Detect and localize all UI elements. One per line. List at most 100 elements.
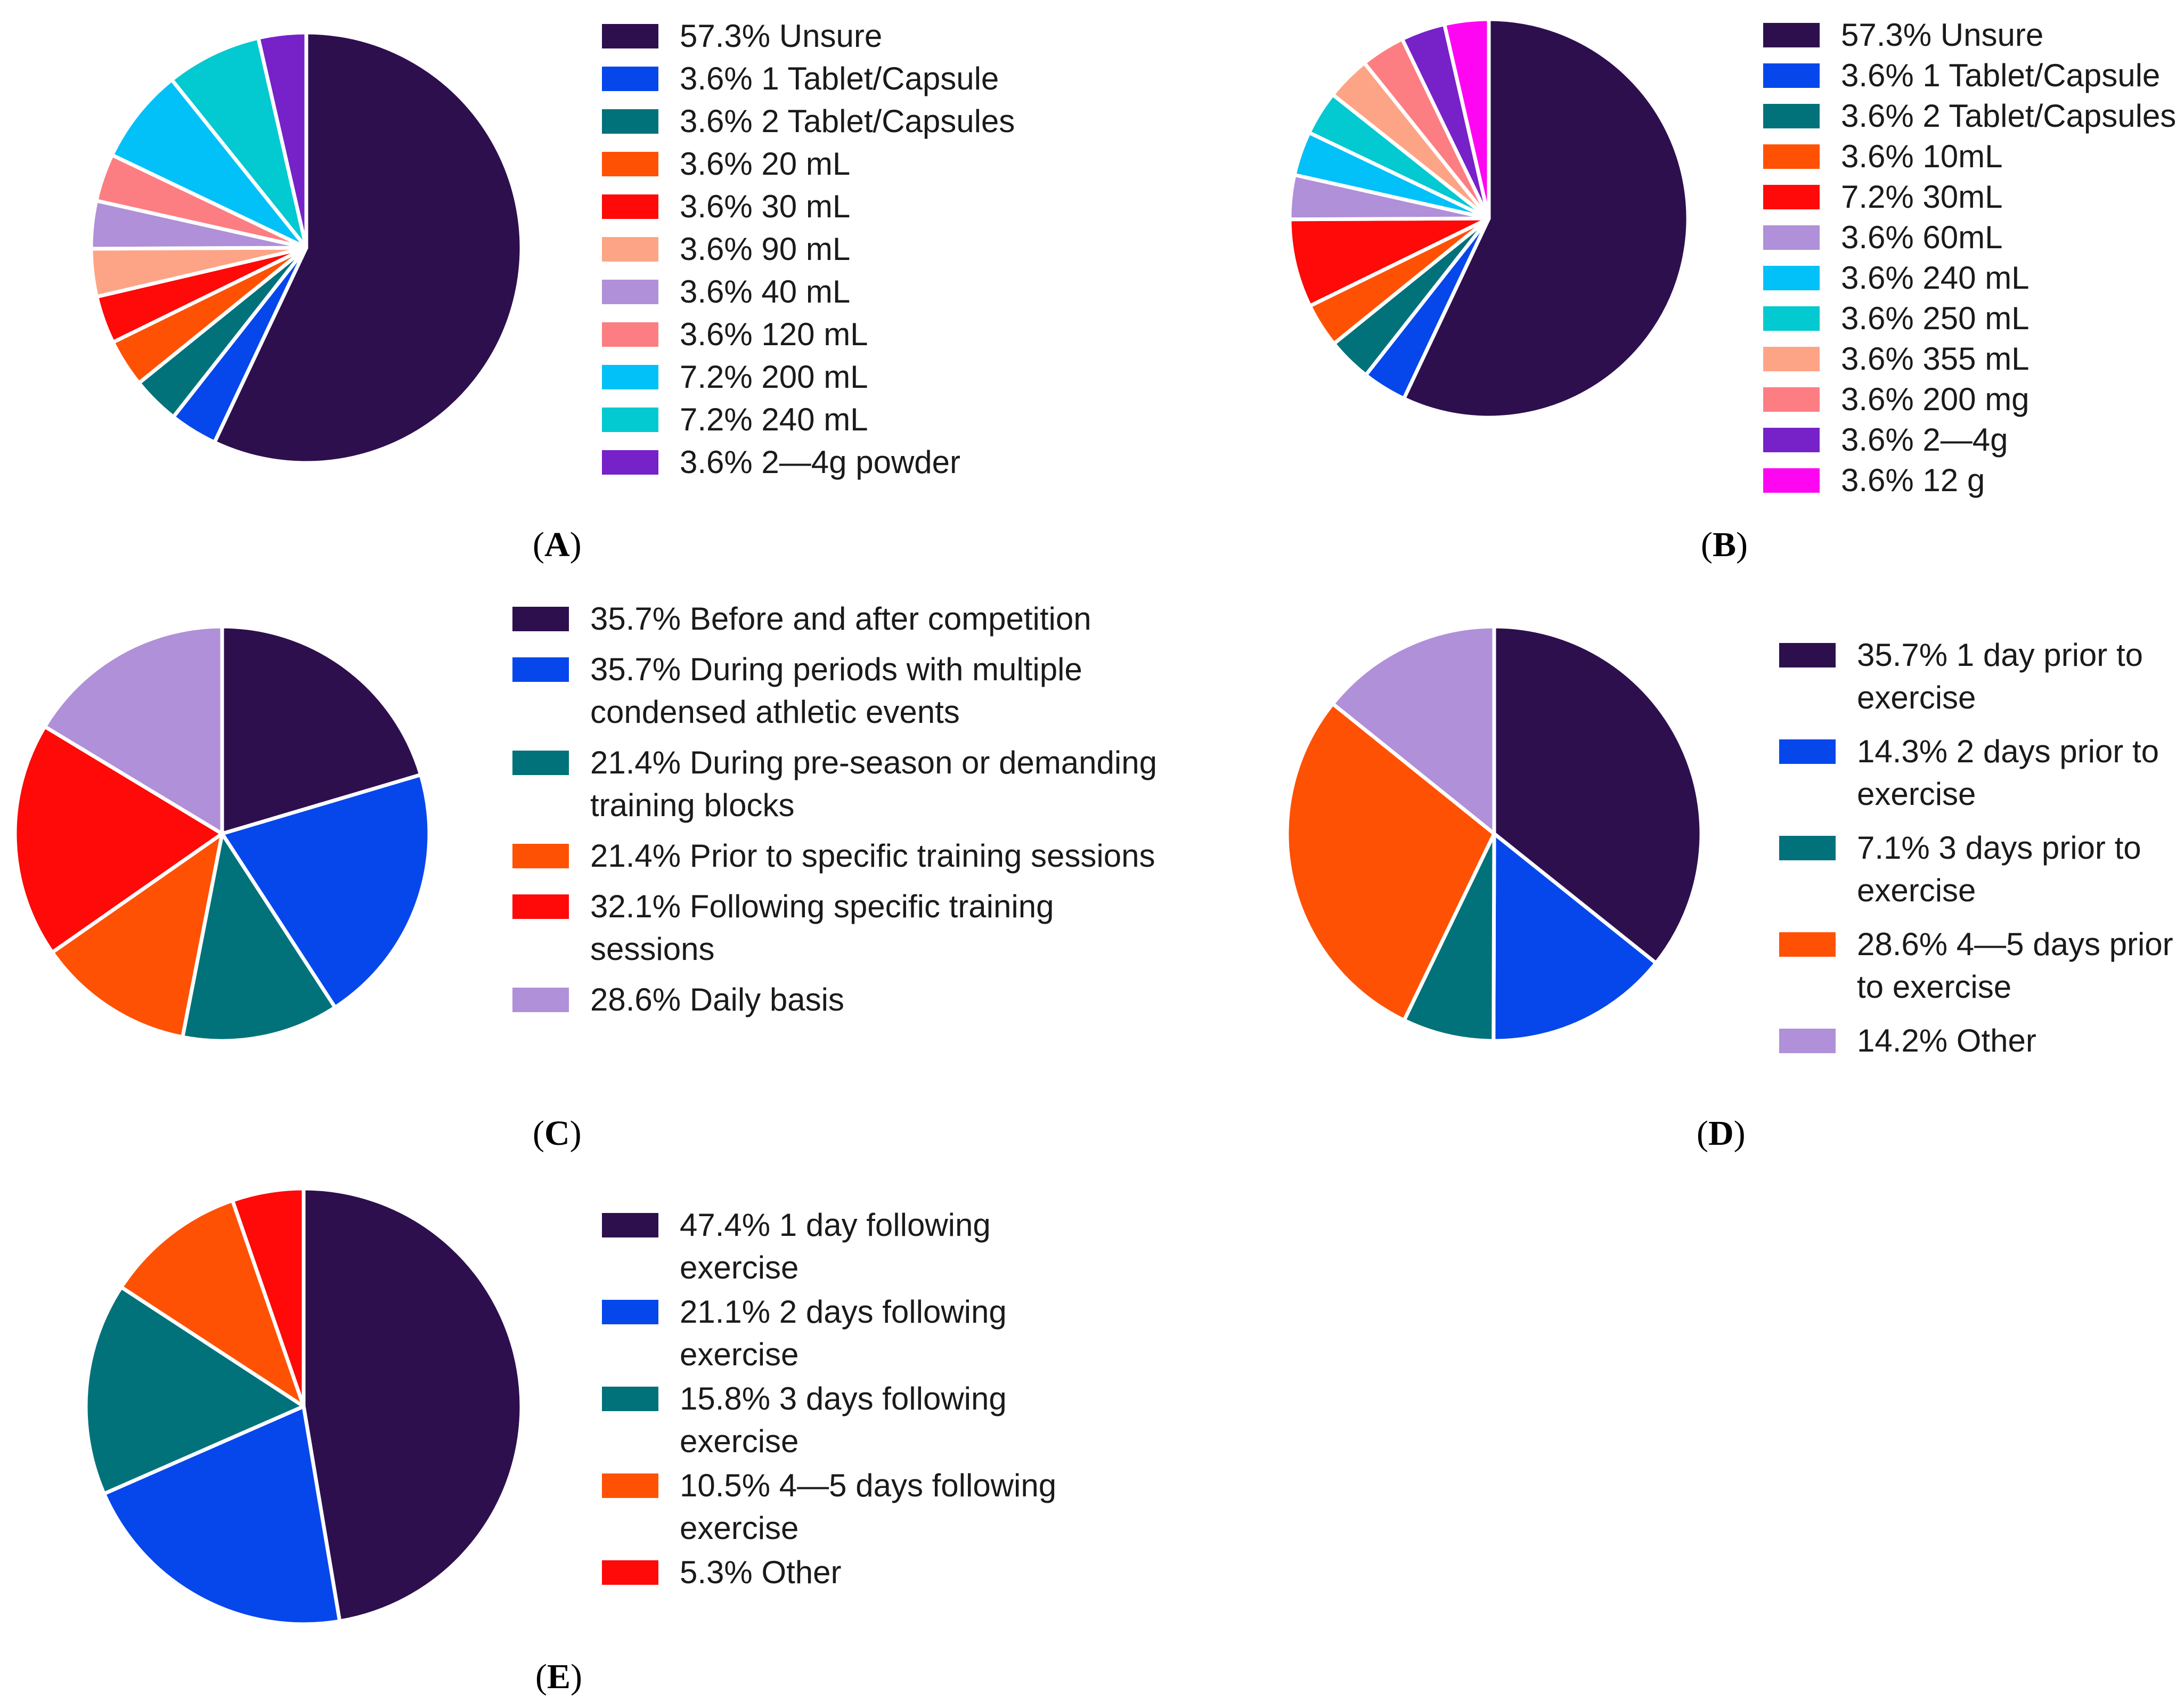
pie-slice-b-12 xyxy=(1443,17,1491,221)
legend-label: 3.6% 1 Tablet/Capsule xyxy=(1841,58,2161,93)
legend-label: 3.6% 200 mg xyxy=(1841,381,2030,417)
legend-swatch xyxy=(602,67,658,91)
pie-slice-a-9 xyxy=(110,78,308,250)
legend-item: 14.2% Other xyxy=(1779,1020,2173,1062)
pie-slice-d-4 xyxy=(1285,702,1496,1022)
pie-slice-e-4 xyxy=(119,1198,306,1408)
legend-swatch xyxy=(602,1560,658,1585)
legend-swatch xyxy=(602,24,658,48)
panel-label-b: (B) xyxy=(1701,525,1748,564)
pie-chart-e xyxy=(84,1186,524,1626)
legend-item: 3.6% 2 Tablet/Capsules xyxy=(602,100,1081,143)
legend-label: 28.6% Daily basis xyxy=(590,982,844,1017)
legend-swatch xyxy=(602,408,658,432)
legend-label: 7.2% 200 mL xyxy=(680,359,868,395)
legend-swatch xyxy=(602,152,658,176)
legend-label: 57.3% Unsure xyxy=(1841,17,2044,53)
legend-swatch xyxy=(512,607,569,631)
legend-swatch xyxy=(602,194,658,219)
legend-swatch xyxy=(1779,643,1836,667)
legend-swatch xyxy=(1763,225,1820,250)
legend-label: 35.7% During periods with multiple conde… xyxy=(590,652,1082,730)
legend-label: 3.6% 40 mL xyxy=(680,274,851,310)
legend-c: 35.7% Before and after competition 35.7% … xyxy=(512,598,1184,1021)
legend-item: 3.6% 90 mL xyxy=(602,228,1081,271)
legend-label: 3.6% 2—4g xyxy=(1841,422,2008,458)
legend-item: 3.6% 40 mL xyxy=(602,271,1081,313)
pie-slice-d-1 xyxy=(1492,624,1704,965)
legend-label: 3.6% 120 mL xyxy=(680,316,868,352)
legend-item: 32.1% Following specific training sessio… xyxy=(512,885,1184,971)
pie-chart-a xyxy=(89,30,524,465)
legend-swatch xyxy=(512,844,569,868)
legend-item: 28.6% 4—5 days prior to exercise xyxy=(1779,923,2173,1008)
legend-item: 47.4% 1 day following exercise xyxy=(602,1204,1081,1289)
legend-item: 3.6% 60mL xyxy=(1763,217,2184,258)
legend-label: 3.6% 240 mL xyxy=(1841,260,2030,296)
legend-swatch xyxy=(512,657,569,682)
legend-swatch xyxy=(512,751,569,775)
legend-d: 35.7% 1 day prior to exercise 14.3% 2 day… xyxy=(1779,634,2173,1062)
pie-slice-e-5 xyxy=(230,1186,306,1408)
legend-item: 21.1% 2 days following exercise xyxy=(602,1291,1081,1376)
legend-swatch xyxy=(602,280,658,304)
legend-item: 57.3% Unsure xyxy=(1763,15,2184,55)
pie-slice-b-1 xyxy=(1401,17,1690,420)
legend-swatch xyxy=(602,1387,658,1411)
legend-swatch xyxy=(1763,266,1820,290)
legend-label: 7.1% 3 days prior to exercise xyxy=(1857,830,2141,908)
legend-e: 47.4% 1 day following exercise 21.1% 2 da… xyxy=(602,1204,1081,1594)
legend-label: 3.6% 60mL xyxy=(1841,219,2003,255)
legend-swatch xyxy=(602,109,658,134)
legend-swatch xyxy=(1763,387,1820,412)
legend-label: 3.6% 2 Tablet/Capsules xyxy=(1841,98,2177,134)
legend-item: 3.6% 2—4g xyxy=(1763,420,2184,460)
legend-label: 21.4% During pre-season or demanding tra… xyxy=(590,745,1157,823)
legend-label: 3.6% 1 Tablet/Capsule xyxy=(680,61,999,96)
legend-label: 3.6% 250 mL xyxy=(1841,300,2030,336)
pie-slice-d-5 xyxy=(1331,624,1496,836)
legend-item: 3.6% 200 mg xyxy=(1763,379,2184,420)
legend-item: 3.6% 1 Tablet/Capsule xyxy=(602,58,1081,100)
legend-swatch xyxy=(512,894,569,919)
legend-swatch xyxy=(602,322,658,347)
legend-swatch xyxy=(1779,836,1836,860)
legend-item: 21.4% Prior to specific training session… xyxy=(512,835,1184,877)
legend-a: 57.3% Unsure 3.6% 1 Tablet/Capsule 3.6% 2 … xyxy=(602,15,1081,484)
legend-swatch xyxy=(602,450,658,475)
legend-swatch xyxy=(602,1473,658,1498)
pie-slice-c-5 xyxy=(13,724,224,955)
legend-swatch xyxy=(1779,739,1836,764)
pie-slice-c-3 xyxy=(181,832,337,1043)
pie-slice-e-3 xyxy=(84,1285,306,1496)
pie-slice-d-3 xyxy=(1402,832,1496,1043)
legend-label: 3.6% 355 mL xyxy=(1841,341,2030,377)
legend-label: 3.6% 90 mL xyxy=(680,231,851,267)
legend-item: 3.6% 1 Tablet/Capsule xyxy=(1763,55,2184,96)
legend-label: 35.7% 1 day prior to exercise xyxy=(1857,637,2143,715)
legend-label: 21.1% 2 days following exercise xyxy=(680,1294,1007,1372)
pie-slice-a-1 xyxy=(213,30,524,465)
legend-item: 3.6% 12 g xyxy=(1763,460,2184,501)
legend-item: 3.6% 2—4g powder xyxy=(602,441,1081,484)
legend-label: 32.1% Following specific training sessio… xyxy=(590,889,1054,967)
legend-label: 21.4% Prior to specific training session… xyxy=(590,838,1155,874)
pie-slice-e-1 xyxy=(301,1186,524,1623)
legend-item: 7.2% 30mL xyxy=(1763,177,2184,217)
pie-slice-c-6 xyxy=(43,624,224,836)
pie-slice-b-5 xyxy=(1287,216,1491,308)
legend-item: 7.2% 200 mL xyxy=(602,356,1081,398)
legend-item: 3.6% 10mL xyxy=(1763,136,2184,177)
legend-swatch xyxy=(602,1300,658,1324)
legend-swatch xyxy=(1779,932,1836,957)
legend-label: 57.3% Unsure xyxy=(680,18,883,54)
legend-swatch xyxy=(1763,144,1820,169)
legend-item: 35.7% 1 day prior to exercise xyxy=(1779,634,2173,719)
legend-swatch xyxy=(1763,63,1820,88)
pie-chart-d xyxy=(1285,624,1704,1043)
legend-swatch xyxy=(1779,1029,1836,1053)
legend-label: 14.3% 2 days prior to exercise xyxy=(1857,734,2159,812)
legend-item: 57.3% Unsure xyxy=(602,15,1081,58)
legend-item: 35.7% During periods with multiple conde… xyxy=(512,648,1184,734)
